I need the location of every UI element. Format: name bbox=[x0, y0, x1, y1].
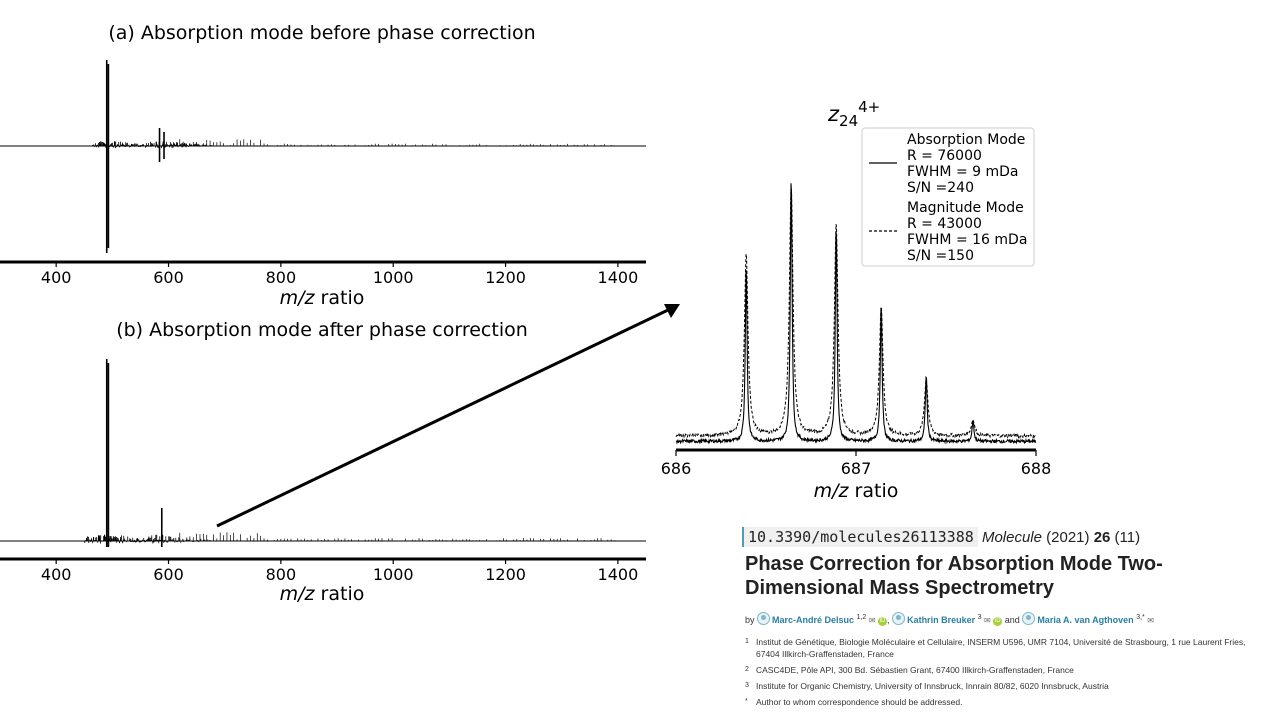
x-tick-label: 1200 bbox=[485, 268, 526, 287]
affiliation: 2 CASC4DE, Pôle API, 300 Bd. Sébastien Gr… bbox=[745, 664, 1262, 676]
panel-a-spectrum bbox=[0, 60, 646, 253]
x-tick-label: 688 bbox=[1021, 459, 1052, 478]
legend-magnitude-line-3: FWHM = 16 mDa bbox=[907, 232, 1027, 248]
orcid-icon[interactable]: iD bbox=[878, 617, 888, 626]
panel-a-ticks: 400 600 800 1000 1200 1400 bbox=[41, 262, 638, 287]
person-icon bbox=[892, 612, 906, 625]
mail-icon[interactable]: ✉ bbox=[868, 616, 876, 625]
and-label: and bbox=[1004, 615, 1020, 625]
minor-peaks bbox=[179, 532, 615, 541]
affiliation-number: * bbox=[745, 698, 748, 705]
panel-c-spectrum bbox=[675, 183, 1037, 445]
mail-icon[interactable]: ✉ bbox=[1147, 616, 1154, 625]
legend-magnitude-line-4: S/N =150 bbox=[907, 248, 974, 264]
noise-cluster bbox=[145, 141, 214, 149]
noise-cluster bbox=[147, 534, 217, 544]
x-tick-label: 1400 bbox=[598, 268, 639, 287]
zoom-arrow bbox=[216, 308, 669, 528]
absorption-series bbox=[675, 183, 1037, 445]
mail-icon[interactable]: ✉ bbox=[984, 616, 991, 625]
orcid-icon[interactable]: iD bbox=[993, 617, 1003, 626]
citation-line: 10.3390/molecules26113388 Molecule (2021… bbox=[742, 527, 1262, 547]
person-icon bbox=[757, 612, 771, 625]
legend-absorption-line-2: R = 76000 bbox=[907, 148, 982, 164]
legend-magnitude-line-2: R = 43000 bbox=[907, 216, 982, 232]
author-link[interactable]: Kathrin Breuker bbox=[907, 615, 976, 625]
panel-c-xlabel: m/z ratio bbox=[814, 480, 899, 502]
affiliation: * Author to whom correspondence should be… bbox=[745, 696, 1262, 708]
x-tick-label: 687 bbox=[841, 459, 872, 478]
author-list: by Marc-André Delsuc 1,2 ✉ iD, Kathrin B… bbox=[745, 612, 1154, 626]
legend-absorption-line-4: S/N =240 bbox=[907, 180, 974, 196]
x-tick-label: 1200 bbox=[485, 565, 526, 584]
legend: Absorption Mode R = 76000 FWHM = 9 mDa S… bbox=[861, 127, 1035, 267]
article-card: 10.3390/molecules26113388 Molecule (2021… bbox=[742, 527, 1262, 712]
volume: 26 bbox=[1093, 529, 1111, 546]
x-tick-label: 800 bbox=[266, 268, 297, 287]
x-tick-label: 686 bbox=[661, 459, 692, 478]
x-tick-label: 1000 bbox=[373, 565, 414, 584]
affiliation-number: 2 bbox=[745, 666, 749, 673]
panel-b-title: (b) Absorption mode after phase correcti… bbox=[116, 319, 528, 341]
author-affiliation: 3 bbox=[977, 614, 982, 621]
panel-b-spectrum bbox=[0, 359, 646, 547]
author-affiliation: 3,* bbox=[1136, 614, 1145, 621]
x-tick-label: 1400 bbox=[598, 565, 639, 584]
journal-name: Molecule bbox=[981, 529, 1042, 546]
panel-c-title: z244+ bbox=[827, 98, 880, 130]
issue: (11) bbox=[1114, 529, 1141, 546]
doi-link[interactable]: 10.3390/molecules26113388 bbox=[742, 527, 978, 547]
x-tick-label: 400 bbox=[41, 268, 72, 287]
author-affiliation: 1,2 bbox=[856, 614, 867, 621]
affiliation-list: 1 Institut de Génétique, Biologie Molécul… bbox=[745, 636, 1262, 708]
noise-cluster bbox=[149, 141, 219, 148]
affiliation-text: Institute for Organic Chemistry, Univers… bbox=[756, 681, 1109, 691]
affiliation: 1 Institut de Génétique, Biologie Molécul… bbox=[745, 636, 1262, 660]
affiliation-text: Author to whom correspondence should be … bbox=[756, 697, 963, 707]
panel-b-xlabel: m/z ratio bbox=[280, 583, 365, 605]
legend-absorption-line-1: Absorption Mode bbox=[907, 132, 1025, 148]
panel-b-ticks: 400 600 800 1000 1200 1400 bbox=[41, 559, 638, 584]
magnitude-series bbox=[675, 186, 1037, 440]
affiliation-text: CASC4DE, Pôle API, 300 Bd. Sébastien Gra… bbox=[756, 665, 1074, 675]
affiliation-text: Institut de Génétique, Biologie Molécula… bbox=[756, 637, 1246, 659]
x-tick-label: 800 bbox=[266, 565, 297, 584]
author-link[interactable]: Maria A. van Agthoven bbox=[1037, 615, 1134, 625]
zoom-arrow-head bbox=[664, 304, 680, 318]
panel-c-ticks: 686 687 688 bbox=[661, 450, 1052, 478]
legend-absorption-line-3: FWHM = 9 mDa bbox=[907, 164, 1019, 180]
minor-peaks bbox=[179, 139, 615, 146]
year: (2021) bbox=[1046, 529, 1090, 546]
panel-a-xlabel: m/z ratio bbox=[280, 287, 365, 309]
legend-box bbox=[861, 127, 1035, 267]
noise-cluster bbox=[86, 534, 171, 544]
x-tick-label: 1000 bbox=[373, 268, 414, 287]
x-tick-label: 400 bbox=[41, 565, 72, 584]
x-tick-label: 600 bbox=[153, 268, 184, 287]
by-label: by bbox=[745, 615, 755, 625]
panel-a-title: (a) Absorption mode before phase correct… bbox=[108, 22, 535, 44]
affiliation-number: 3 bbox=[745, 682, 749, 689]
legend-magnitude-line-1: Magnitude Mode bbox=[907, 200, 1024, 216]
affiliation-number: 1 bbox=[745, 638, 749, 645]
x-tick-label: 600 bbox=[153, 565, 184, 584]
author-link[interactable]: Marc-André Delsuc bbox=[772, 615, 855, 625]
paper-title: Phase Correction for Absorption Mode Two… bbox=[745, 553, 1163, 599]
affiliation: 3 Institute for Organic Chemistry, Univer… bbox=[745, 680, 1262, 692]
person-icon bbox=[1022, 612, 1036, 625]
